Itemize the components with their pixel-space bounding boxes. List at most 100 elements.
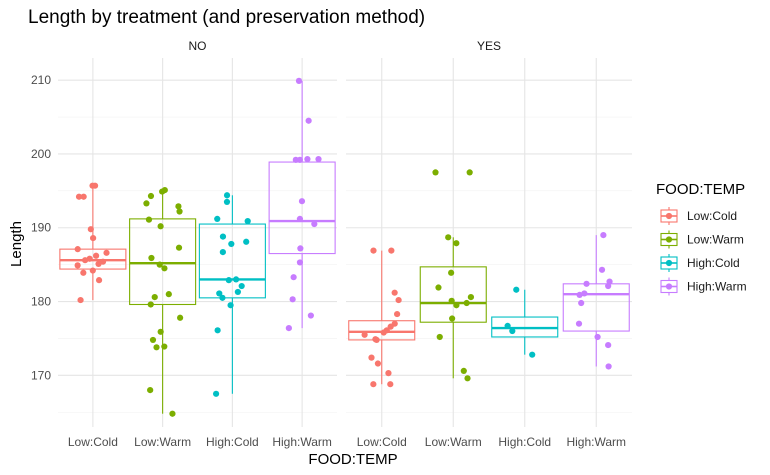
data-point: [95, 260, 102, 268]
data-point: [394, 310, 401, 318]
x-axis-ticks: Low:Cold Low:Warm High:Cold High:Warm Low:Co…: [68, 435, 626, 449]
data-point: [583, 280, 590, 287]
chart-title: Length by treatment (and preservation me…: [28, 7, 425, 28]
data-point: [176, 208, 183, 215]
data-point: [460, 367, 467, 375]
data-point: [464, 375, 471, 382]
data-point: [594, 333, 601, 341]
y-axis-title: Length: [8, 221, 25, 267]
y-tick-label: 210: [31, 73, 51, 87]
legend-title: FOOD:TEMP: [656, 181, 745, 198]
data-point: [509, 327, 516, 335]
data-point: [92, 252, 100, 259]
data-point: [219, 248, 226, 256]
data-point: [290, 274, 297, 281]
data-point: [161, 265, 168, 272]
panel-yes: YES: [346, 39, 632, 427]
data-point: [175, 244, 183, 251]
data-point: [74, 246, 81, 253]
data-point: [157, 328, 164, 335]
x-tick-label: Low:Warm: [425, 435, 482, 449]
data-point: [223, 192, 231, 199]
data-point: [578, 299, 585, 307]
data-point: [374, 360, 382, 367]
data-point: [216, 290, 223, 297]
data-point: [228, 240, 235, 248]
data-point: [453, 240, 460, 247]
box: [419, 266, 487, 323]
data-point: [387, 323, 394, 330]
boxplot-no-high-warm: [268, 77, 336, 332]
x-tick-label: High:Warm: [566, 435, 626, 449]
data-point: [391, 289, 398, 296]
legend-label: Low:Cold: [687, 209, 737, 223]
data-point: [145, 216, 153, 223]
data-point: [448, 297, 455, 304]
data-point: [436, 333, 443, 341]
data-point: [307, 312, 314, 319]
y-axis-ticks: 170 180 190 200 210: [31, 73, 51, 382]
panel-yes-marks: [348, 169, 630, 388]
data-point: [529, 351, 536, 358]
data-point: [575, 320, 583, 327]
data-point: [244, 217, 251, 225]
data-point: [605, 363, 612, 370]
legend-label: High:Cold: [687, 256, 740, 270]
data-point: [605, 282, 612, 290]
box: [348, 320, 416, 341]
boxplot-no-high-cold: [198, 192, 266, 397]
x-tick-label: High:Cold: [206, 435, 259, 449]
data-point: [223, 198, 231, 206]
data-point: [147, 387, 154, 394]
data-point: [387, 381, 394, 388]
legend: FOOD:TEMP Low:Cold Low:Warm High:Cold High:…: [656, 181, 747, 296]
data-point: [227, 302, 234, 309]
y-tick-label: 170: [31, 368, 51, 382]
y-tick-label: 200: [31, 147, 51, 161]
legend-point: [665, 283, 673, 290]
data-point: [513, 286, 520, 293]
data-point: [380, 329, 387, 336]
data-point: [82, 257, 89, 264]
data-point: [598, 266, 606, 273]
data-point: [453, 302, 460, 309]
data-point: [600, 232, 607, 239]
data-point: [370, 381, 377, 388]
data-point: [219, 233, 227, 240]
x-tick-label: High:Warm: [272, 435, 332, 449]
data-point: [89, 267, 96, 274]
data-point: [581, 290, 588, 297]
data-point: [75, 193, 83, 200]
box: [198, 223, 266, 299]
data-point: [87, 226, 94, 233]
data-point: [298, 198, 306, 205]
data-point: [289, 296, 296, 303]
x-tick-label: Low:Warm: [134, 435, 191, 449]
data-point: [238, 282, 245, 290]
data-point: [361, 331, 368, 338]
data-point: [395, 296, 402, 304]
strip-label-no: NO: [189, 39, 207, 53]
box: [268, 161, 336, 255]
data-point: [463, 299, 470, 307]
data-point: [234, 288, 241, 296]
data-point: [232, 276, 240, 283]
data-point: [304, 156, 311, 163]
legend-point: [665, 212, 673, 220]
data-point: [156, 261, 163, 268]
data-point: [74, 262, 81, 269]
data-point: [296, 259, 304, 266]
data-point: [296, 215, 304, 222]
data-point: [295, 77, 303, 84]
data-point: [297, 245, 304, 252]
data-point: [212, 390, 220, 397]
data-point: [605, 341, 612, 349]
data-point: [161, 343, 168, 350]
data-point: [285, 325, 292, 332]
data-point: [243, 238, 250, 245]
data-point: [448, 269, 455, 276]
boxplot-yes-low-warm: [419, 169, 487, 382]
x-tick-label: High:Cold: [498, 435, 551, 449]
data-point: [315, 156, 322, 163]
